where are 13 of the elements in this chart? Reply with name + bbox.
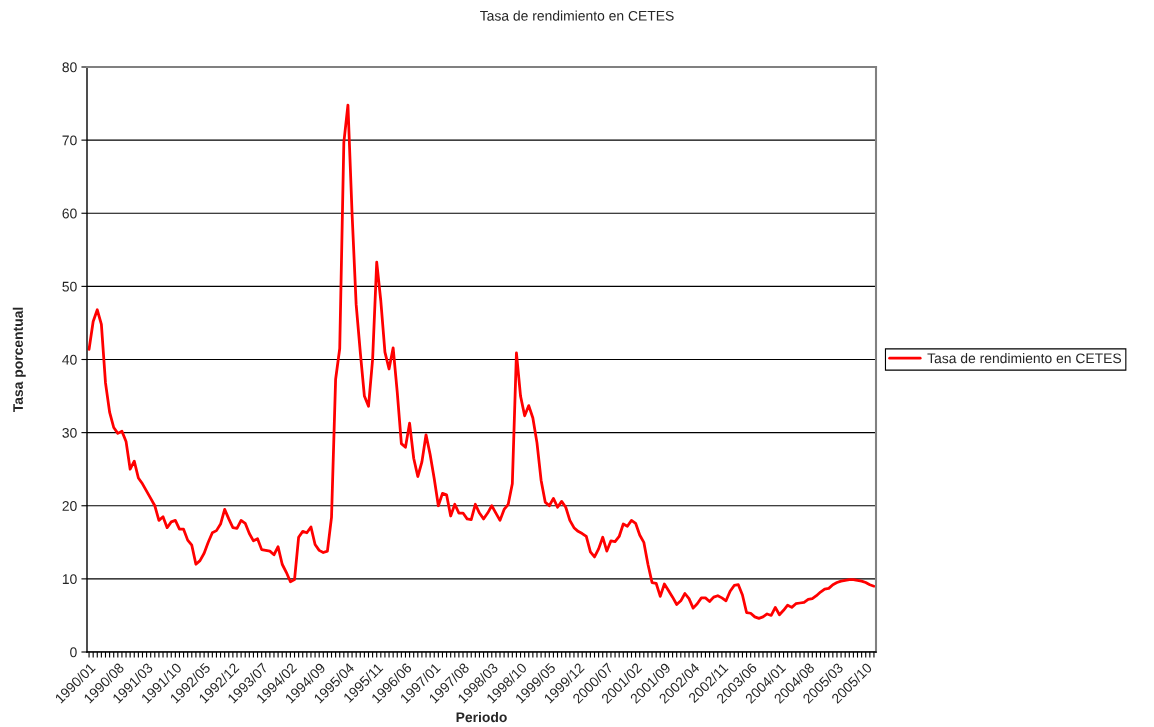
- y-tick-label: 50: [62, 281, 77, 292]
- y-tick-label: 20: [62, 501, 77, 511]
- y-tick-label: 0: [70, 647, 77, 658]
- x-axis-title: Periodo: [456, 711, 507, 723]
- y-tick-label: 80: [62, 62, 77, 73]
- y-tick-label: 70: [62, 135, 77, 146]
- y-axis-title: Tasa porcentual: [12, 307, 26, 413]
- chart-title: Tasa de rendimiento en CETES: [480, 10, 674, 21]
- y-tick-label: 30: [62, 427, 77, 438]
- y-tick-label: 60: [62, 208, 77, 219]
- legend-label: Tasa de rendimiento en CETES: [927, 353, 1122, 364]
- y-tick-label: 40: [62, 354, 77, 365]
- y-tick-label: 10: [62, 574, 77, 585]
